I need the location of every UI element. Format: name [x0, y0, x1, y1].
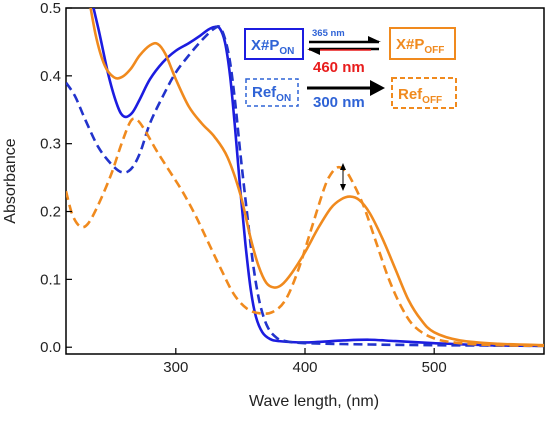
series-layer	[66, 8, 544, 348]
equilibrium-arrow	[307, 36, 381, 55]
xp-off-box	[389, 27, 456, 60]
y-tick-label: 0.0	[40, 339, 61, 356]
peak-difference-arrow	[340, 163, 346, 191]
xp-on-box	[244, 28, 304, 60]
ref-off-box	[391, 77, 457, 109]
x-axis-title: Wave length, (nm)	[249, 393, 379, 410]
photoswitch-scheme: X#PON 365 nm 460 nm X#POFF RefON 300 nm …	[244, 27, 457, 111]
y-tick-label: 0.1	[40, 271, 61, 288]
x-tick-label: 500	[422, 359, 447, 376]
ref-off-label: RefOFF	[398, 86, 442, 106]
tick-layer: 300 400 500 0.0 0.1 0.2 0.3 0.4 0.5	[40, 0, 447, 376]
wavelength-460-label: 460 nm	[313, 59, 365, 76]
series-xp-on-line	[92, 8, 544, 348]
series-xp-off-line	[89, 8, 544, 347]
ref-on-label: RefON	[252, 84, 291, 104]
series-ref-on-line	[66, 25, 544, 348]
y-tick-label: 0.2	[40, 204, 61, 221]
x-tick-label: 300	[163, 359, 188, 376]
series-ref-off-line	[66, 117, 544, 348]
y-tick-label: 0.3	[40, 136, 61, 153]
y-axis-title: Absorbance	[2, 138, 19, 223]
wavelength-365-label: 365 nm	[312, 28, 345, 39]
x-tick-label: 400	[292, 359, 317, 376]
xp-on-label: X#PON	[251, 37, 294, 57]
xp-off-label: X#POFF	[396, 36, 444, 56]
y-tick-label: 0.4	[40, 68, 61, 85]
irradiation-arrow-300	[307, 80, 385, 96]
ref-on-box	[245, 78, 299, 107]
wavelength-300-label: 300 nm	[313, 94, 365, 111]
y-tick-label: 0.5	[40, 0, 61, 17]
